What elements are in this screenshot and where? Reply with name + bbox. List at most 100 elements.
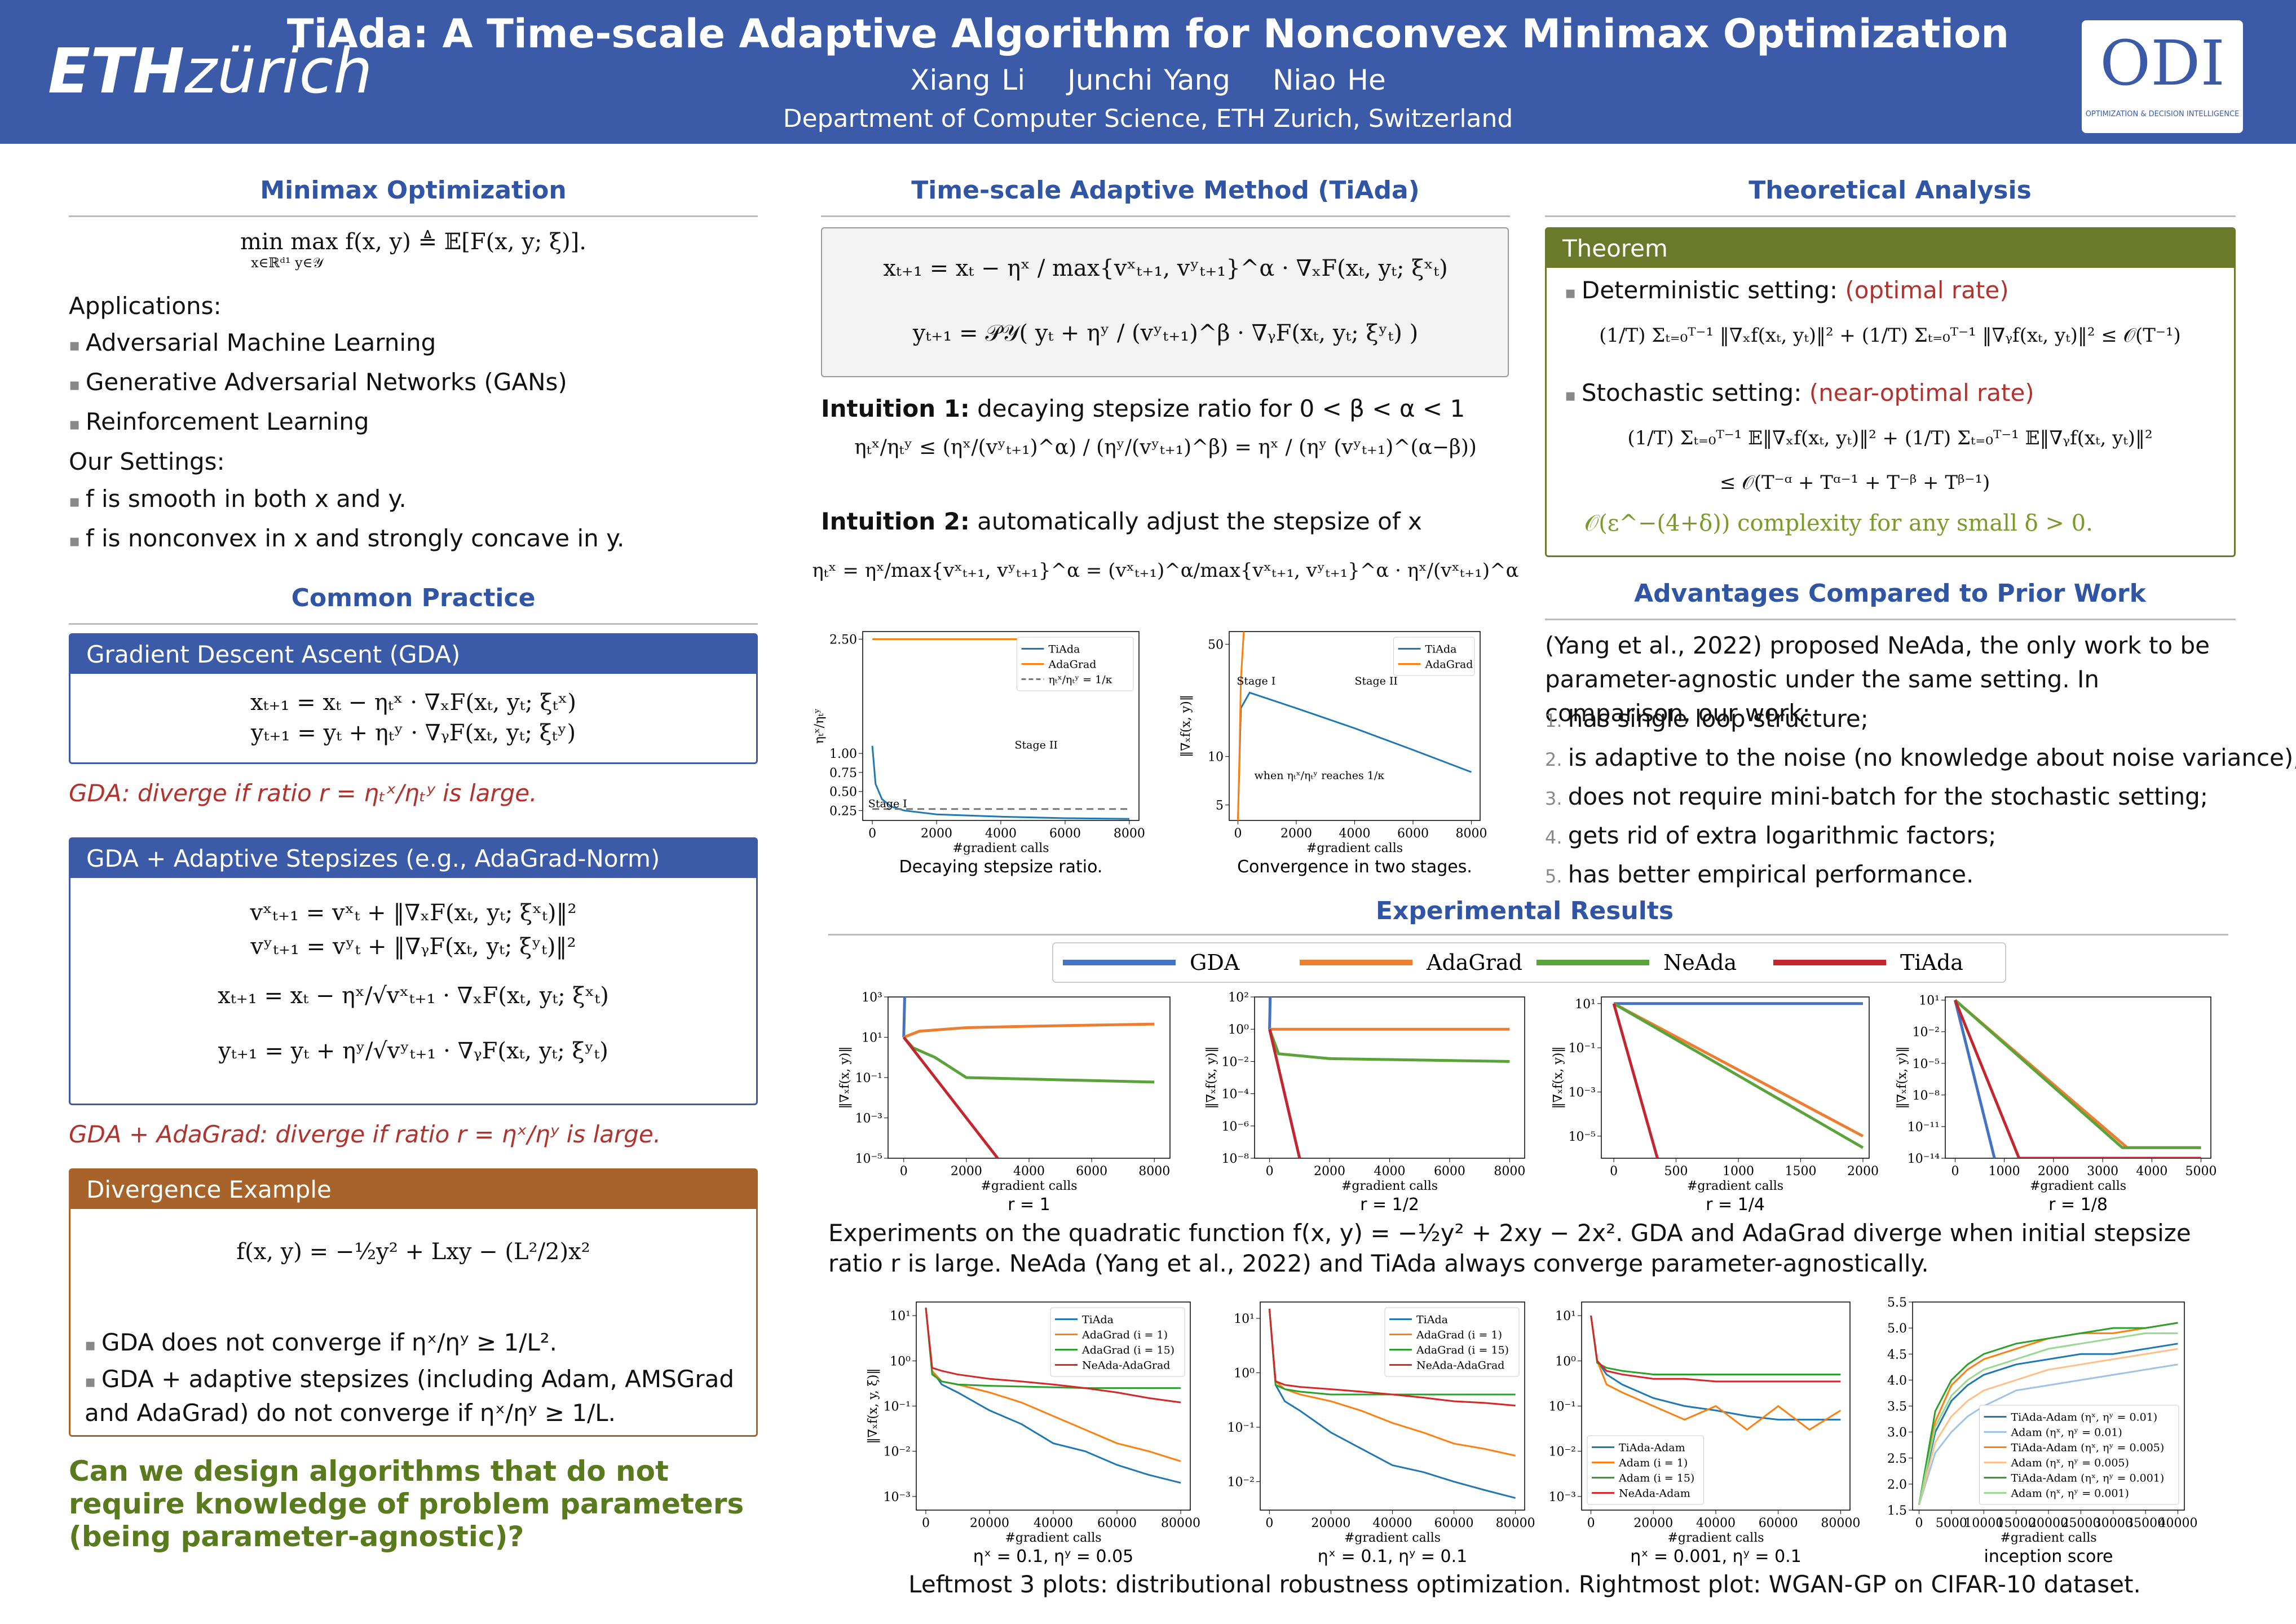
- y-tick-label: 10¹: [862, 1031, 882, 1045]
- series-group: [1268, 997, 1510, 1158]
- caption: r = 1: [1008, 1195, 1050, 1215]
- zurich: zürich: [184, 35, 373, 107]
- legend-label: AdaGrad (i = 15): [1081, 1344, 1175, 1357]
- author: Niao He: [1272, 64, 1386, 96]
- x-tick-label: 20000: [2029, 1516, 2068, 1530]
- y-tick-label: 3.0: [1887, 1426, 1907, 1440]
- x-tick-label: 60000: [1434, 1516, 1474, 1530]
- x-tick-label: 2000: [2038, 1164, 2069, 1179]
- rule: [1545, 215, 2236, 217]
- chart: 0 2000 4000 6000 8000 10⁻⁸ 10⁻⁶ 10⁻⁴ 10⁻² 10⁰ 10² #…: [1204, 991, 1525, 1215]
- x-tick-label: 4000: [1339, 827, 1371, 841]
- x-tick-label: 20000: [1311, 1516, 1350, 1530]
- x-tick-label: 0: [1610, 1164, 1618, 1179]
- x-tick-label: 0: [1266, 1164, 1274, 1179]
- series-line: [902, 997, 906, 1038]
- legend-label: TiAda: [1900, 950, 1963, 975]
- caption: r = 1/4: [1706, 1195, 1765, 1215]
- y-tick-label: 10⁻³: [1549, 1490, 1576, 1504]
- x-tick-label: 40000: [1696, 1516, 1736, 1530]
- box-title: GDA + Adaptive Stepsizes (e.g., AdaGrad-…: [70, 839, 756, 878]
- legend-label: TiAda-Adam (ηˣ, ηʸ = 0.001): [2011, 1472, 2165, 1485]
- series-line: [1590, 1315, 1841, 1375]
- tiada-box: [821, 227, 1509, 377]
- rule: [69, 623, 758, 625]
- item: does not require mini-batch for the stoc…: [1568, 783, 2208, 810]
- legend-label: AdaGrad: [1425, 659, 1473, 671]
- x-tick-label: 10000: [1964, 1516, 2003, 1530]
- x-axis-label: #gradient calls: [1344, 1531, 1441, 1545]
- x-tick-label: 30000: [2094, 1516, 2133, 1530]
- chart: 0 500010000150002000025000300003500040000…: [1887, 1296, 2198, 1566]
- series-group: [1590, 1315, 1842, 1431]
- y-tick-label: 10⁻²: [1913, 1026, 1940, 1040]
- list: f is smooth in both x and y.f is nonconv…: [69, 480, 624, 559]
- item: has single loop structure;: [1568, 705, 1869, 732]
- header: [0, 0, 2296, 144]
- axes-frame: [888, 996, 1171, 1159]
- legend-box: [1050, 1307, 1185, 1377]
- y-tick-label: 10⁰: [1234, 1367, 1255, 1381]
- x-tick-label: 4000: [985, 827, 1017, 841]
- x-tick-label: 20000: [1633, 1516, 1673, 1530]
- rate: (near-optimal rate): [1809, 379, 2034, 407]
- legend-box: [1384, 1307, 1520, 1377]
- list: Deterministic setting: (optimal rate): [1565, 272, 2009, 311]
- x-tick-label: 40000: [1373, 1516, 1412, 1530]
- x-axis-label: #gradient calls: [1341, 1179, 1438, 1193]
- heading: Minimax Optimization: [260, 176, 567, 205]
- y-tick-label: 5: [1216, 798, 1224, 813]
- series-line: [1237, 632, 1245, 820]
- x-tick-label: 2000: [1847, 1164, 1879, 1179]
- x-tick-label: 5000: [1936, 1516, 1967, 1530]
- intuition: Intuition 1: decaying stepsize ratio for…: [821, 395, 1465, 423]
- y-tick-label: 2.5: [1887, 1452, 1907, 1466]
- equation: ≤ 𝒪(T⁻ᵅ + Tᵅ⁻¹ + T⁻ᵝ + Tᵝ⁻¹): [1720, 471, 1990, 494]
- x-axis-label: #gradient calls: [952, 841, 1049, 855]
- y-tick-label: 10⁻¹: [1549, 1400, 1576, 1414]
- legend-label: GDA: [1190, 950, 1240, 975]
- list: Stochastic setting: (near-optimal rate): [1565, 374, 2034, 414]
- annotation: Stage II: [1355, 675, 1398, 687]
- equation: yₜ₊₁ = yₜ + ηʸ/√vʸₜ₊₁ · ∇ᵧF(xₜ, yₜ; ξʸₜ): [218, 1038, 608, 1064]
- note: GDA: diverge if ratio r = ηₜˣ/ηₜʸ is lar…: [69, 779, 537, 807]
- item: f is nonconvex in x and strongly concave…: [69, 520, 624, 559]
- y-tick-label: 5.5: [1887, 1296, 1907, 1310]
- y-tick-label: 5.0: [1887, 1322, 1907, 1336]
- text: Stochastic setting:: [1581, 379, 1802, 407]
- equation: ηₜˣ = ηˣ/max{vˣₜ₊₁, vʸₜ₊₁}^α = (vˣₜ₊₁)^α…: [812, 559, 1519, 582]
- eth-logo: ETHzürich: [48, 34, 373, 108]
- series-line: [1918, 1332, 2178, 1506]
- series-line: [1918, 1363, 2178, 1506]
- series-line: [1918, 1348, 2178, 1506]
- x-tick-label: 500: [1664, 1164, 1688, 1179]
- y-tick-label: 0.50: [829, 785, 857, 800]
- item: has better empirical performance.: [1568, 860, 1974, 888]
- y-tick-label: 10²: [1228, 991, 1249, 1005]
- x-tick-label: 6000: [1434, 1164, 1465, 1179]
- equation: vˣₜ₊₁ = vˣₜ + ‖∇ₓF(xₜ, yₜ; ξˣₜ)‖²: [250, 900, 577, 926]
- list: has single loop structure; is adaptive to…: [1545, 700, 2296, 895]
- item: GDA + adaptive stepsizes (including Adam…: [85, 1363, 744, 1428]
- legend-label: TiAda: [1082, 1314, 1114, 1326]
- chart: 0 1000 2000 3000 4000 5000 10⁻¹⁴ 10⁻¹¹ 10⁻⁸ 10⁻⁵ 1…: [1895, 994, 2217, 1215]
- series-line: [1954, 999, 2201, 1158]
- x-tick-label: 0: [1587, 1516, 1595, 1530]
- complexity: 𝒪(ε^−(4+δ)) complexity for any small δ >…: [1584, 510, 2093, 536]
- y-tick-label: 10⁻⁵: [1569, 1130, 1596, 1144]
- caption: r = 1/2: [1360, 1195, 1419, 1215]
- list: GDA does not converge if ηˣ/ηʸ ≥ 1/L².GD…: [85, 1324, 744, 1428]
- x-tick-label: 1500: [1785, 1164, 1816, 1179]
- x-tick-label: 0: [900, 1164, 908, 1179]
- box-title: Theorem: [1547, 229, 2234, 268]
- y-tick-label: 2.50: [829, 633, 857, 647]
- rule: [1545, 619, 2236, 620]
- y-tick-label: 10⁻⁵: [855, 1152, 882, 1166]
- legend-label: NeAda-Adam: [1619, 1488, 1690, 1500]
- x-tick-label: 0: [922, 1516, 930, 1530]
- y-tick-label: 10¹: [890, 1309, 911, 1323]
- note: GDA + AdaGrad: diverge if ratio r = ηˣ/η…: [69, 1120, 661, 1148]
- legend-label: TiAda: [1049, 643, 1080, 656]
- caption: Leftmost 3 plots: distributional robustn…: [908, 1570, 2141, 1598]
- y-tick-label: 1.00: [829, 747, 857, 761]
